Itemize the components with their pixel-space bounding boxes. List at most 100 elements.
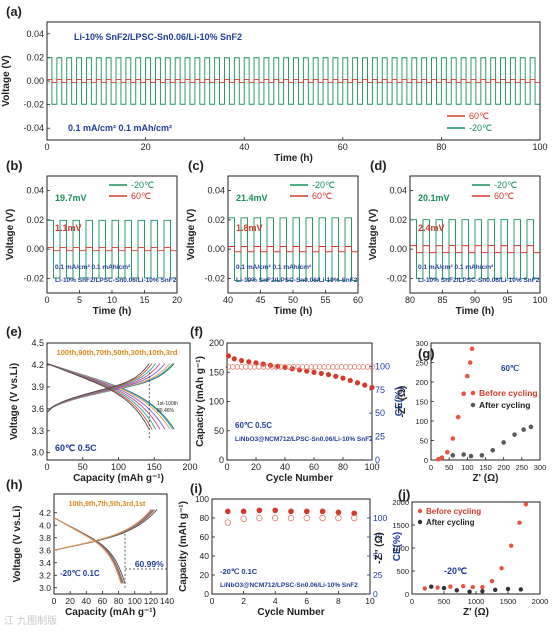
y-tick-label: 3.0: [39, 583, 51, 593]
y-tick-label: 0: [204, 589, 209, 599]
y-tick-label: -0.02: [23, 273, 44, 283]
legend-marker: [470, 390, 476, 396]
after-cycling-point: [467, 589, 472, 594]
y-tick-label: 40: [200, 551, 210, 561]
ce-point: [264, 364, 271, 370]
ce-point: [277, 364, 284, 370]
y-tick-label: 1000: [392, 544, 409, 553]
after-cycling-point: [480, 589, 485, 594]
capacity-point: [347, 377, 353, 384]
before-cycling-point: [422, 586, 427, 591]
y2-axis-title: CE(%): [394, 387, 405, 416]
before-cycling-point: [435, 456, 441, 462]
charge-curve: [53, 509, 158, 551]
ce-point: [299, 364, 306, 370]
x-tick-label: 80: [114, 596, 124, 606]
legend-label: Before cycling: [426, 507, 481, 516]
y-tick-label: 100: [415, 417, 428, 426]
x-tick-label: 85: [437, 295, 447, 305]
y2-tick-label: 0: [375, 455, 380, 465]
ce-point: [325, 364, 332, 370]
y-tick-label: 200: [209, 338, 224, 348]
y2-axis-title: CE(%): [392, 532, 403, 561]
y-tick-label: 2000: [392, 498, 409, 507]
legend-label: After cycling: [479, 400, 531, 410]
cell-text: LiNbO3@NCM712/LPSC-Sn0.06/Li-10% SnF2: [220, 582, 358, 589]
x-tick-label: 10: [107, 295, 117, 305]
x-tick-label: 4: [273, 596, 278, 606]
x-axis-title: Z' (Ω): [463, 607, 489, 618]
y-tick-label: 0: [219, 455, 224, 465]
series-line-60: [410, 245, 540, 254]
y2-tick-label: 75: [375, 385, 385, 395]
y2-tick-label: 100: [375, 361, 390, 371]
before-cycling-point: [461, 583, 466, 589]
overpotential-low: 20.1mV: [418, 193, 450, 203]
x-tick-label: 0: [44, 142, 49, 152]
ce-point: [240, 515, 247, 522]
y-tick-label: 0.00: [389, 244, 407, 254]
y-tick-label: 3.8: [39, 533, 51, 543]
x-tick-label: 95: [502, 295, 512, 305]
panel-label: (h): [6, 477, 23, 492]
legend-label: 60℃: [131, 191, 151, 201]
y-tick-label: 3.9: [31, 382, 44, 392]
x-axis-title: Cycle Number: [266, 473, 333, 484]
x-tick-label: 90: [470, 295, 480, 305]
ce-point: [282, 364, 288, 370]
charge-curve: [46, 363, 153, 413]
x-tick-label: 50: [288, 295, 298, 305]
capacity-point: [225, 353, 232, 359]
after-cycling-point: [454, 588, 459, 593]
y-tick-label: 4.0: [39, 520, 51, 530]
ce-point: [256, 514, 263, 522]
panel-label: (f): [190, 324, 203, 339]
cell-text: Li-10% SnF2/LPSC-Sn0.06/Li-10% SnF2: [236, 277, 358, 284]
capacity-point: [256, 507, 263, 514]
x-tick-label: 100: [532, 295, 547, 305]
x-axis-title: Time (h): [274, 153, 313, 164]
y2-tick-label: 25: [373, 570, 383, 580]
legend-label: -20℃: [312, 180, 335, 190]
x-axis-title: Capacity (mAh g⁻¹): [73, 473, 164, 484]
after-cycling-point: [441, 585, 447, 591]
x-tick-label: 80: [338, 462, 348, 472]
charge-curve: [53, 509, 153, 551]
x-tick-label: 6: [304, 596, 309, 606]
y-tick-label: 0.00: [26, 244, 44, 254]
after-cycling-point: [518, 587, 523, 592]
ce-point: [317, 364, 323, 370]
panel-label: (c): [188, 158, 204, 173]
y-tick-label: 500: [396, 567, 409, 576]
y-tick-label: 3.6: [31, 404, 44, 414]
y-axis-title: Voltage (V): [5, 209, 16, 260]
ce-point: [286, 364, 293, 370]
cell-text: LiNbO3@NCM712/LPSC-Sn0.06/Li-10% SnF2: [235, 436, 373, 443]
x-tick-label: 40: [239, 142, 249, 152]
x-tick-label: 60: [353, 295, 363, 305]
y2-tick-label: 50: [375, 408, 385, 418]
x-tick-label: 500: [438, 597, 451, 606]
before-cycling-point: [499, 566, 504, 571]
capacity-point: [288, 508, 294, 515]
x-tick-label: 100: [364, 462, 379, 472]
ce-point: [312, 364, 319, 370]
x-tick-label: 100: [111, 462, 126, 472]
ce-point: [295, 364, 301, 370]
ce-point: [273, 364, 280, 370]
x-tick-label: 200: [497, 463, 510, 472]
legend-label: -20℃: [494, 180, 517, 190]
capacity-point: [354, 380, 361, 386]
before-cycling-point: [461, 391, 467, 397]
y-tick-label: 100: [195, 494, 209, 504]
after-cycling-point: [429, 584, 434, 589]
y-tick-label: 3.0: [31, 448, 44, 458]
after-cycling-point: [479, 453, 485, 458]
before-cycling-point: [448, 584, 453, 589]
cycle-labels: 10th,9th,7th,5th,3rd,1st: [69, 501, 146, 508]
x-tick-label: 0: [210, 596, 215, 606]
ce-point: [356, 364, 362, 370]
temperature-text: 60℃: [501, 364, 519, 373]
y-tick-label: 50: [420, 437, 428, 446]
